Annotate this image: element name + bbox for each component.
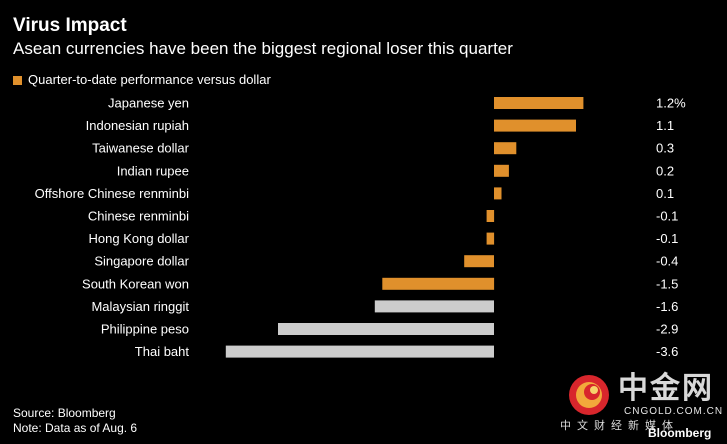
watermark-domain: CNGOLD.COM.CN <box>624 406 724 417</box>
category-label: Chinese renminbi <box>88 209 189 224</box>
category-label: Indian rupee <box>117 163 189 178</box>
legend-label: Quarter-to-date performance versus dolla… <box>28 72 271 87</box>
category-label: Japanese yen <box>108 96 189 111</box>
value-label: 1.1 <box>656 118 674 133</box>
bar-indian-rupee <box>494 164 509 177</box>
category-label: Offshore Chinese renminbi <box>35 186 190 201</box>
bar-hong-kong-dollar <box>486 232 495 245</box>
chart-title: Virus Impact <box>13 15 127 36</box>
watermark-subtitle: 中文财经新媒体 <box>560 420 679 432</box>
watermark-bloomberg: Bloomberg <box>648 426 712 440</box>
value-label: -0.4 <box>656 254 678 269</box>
watermark-brand: 中金网 <box>618 372 714 405</box>
bar-thai-baht <box>225 345 495 358</box>
chart-subtitle: Asean currencies have been the biggest r… <box>13 39 513 58</box>
category-label: Hong Kong dollar <box>89 231 190 246</box>
value-label: -0.1 <box>656 209 678 224</box>
category-label: Indonesian rupiah <box>86 118 189 133</box>
value-label: -0.1 <box>656 231 678 246</box>
bar-offshore-chinese-renminbi <box>494 187 502 200</box>
source-note: Source: Bloomberg <box>13 406 116 420</box>
value-label: 0.3 <box>656 141 674 156</box>
category-label: Taiwanese dollar <box>92 141 190 156</box>
value-label: 0.2 <box>656 163 674 178</box>
value-label: 1.2% <box>656 96 686 111</box>
value-label: -1.5 <box>656 276 678 291</box>
bar-malaysian-ringgit <box>374 300 494 313</box>
category-label: Thai baht <box>135 344 190 359</box>
value-label: -1.6 <box>656 299 678 314</box>
legend-swatch <box>13 75 22 85</box>
bar-singapore-dollar <box>464 255 494 268</box>
value-label: 0.1 <box>656 186 674 201</box>
bar-philippine-peso <box>278 323 494 335</box>
chart-legend: Quarter-to-date performance versus dolla… <box>13 72 271 88</box>
bar-indonesian-rupiah <box>494 119 576 132</box>
category-label: Malaysian ringgit <box>91 299 189 314</box>
bar-taiwanese-dollar <box>494 142 517 155</box>
data-note: Note: Data as of Aug. 6 <box>13 421 138 435</box>
category-label: Singapore dollar <box>94 254 189 269</box>
bar-chinese-renminbi <box>486 210 495 222</box>
bar-japanese-yen <box>494 97 584 109</box>
watermark: 中金网 CNGOLD.COM.CN 中文财经新媒体 Bloomberg <box>560 370 725 442</box>
category-label: South Korean won <box>82 276 189 291</box>
watermark-logo-icon <box>569 375 609 415</box>
bar-south-korean-won <box>382 277 495 290</box>
value-label: -2.9 <box>656 322 678 337</box>
value-label: -3.6 <box>656 344 678 359</box>
category-label: Philippine peso <box>101 322 189 337</box>
